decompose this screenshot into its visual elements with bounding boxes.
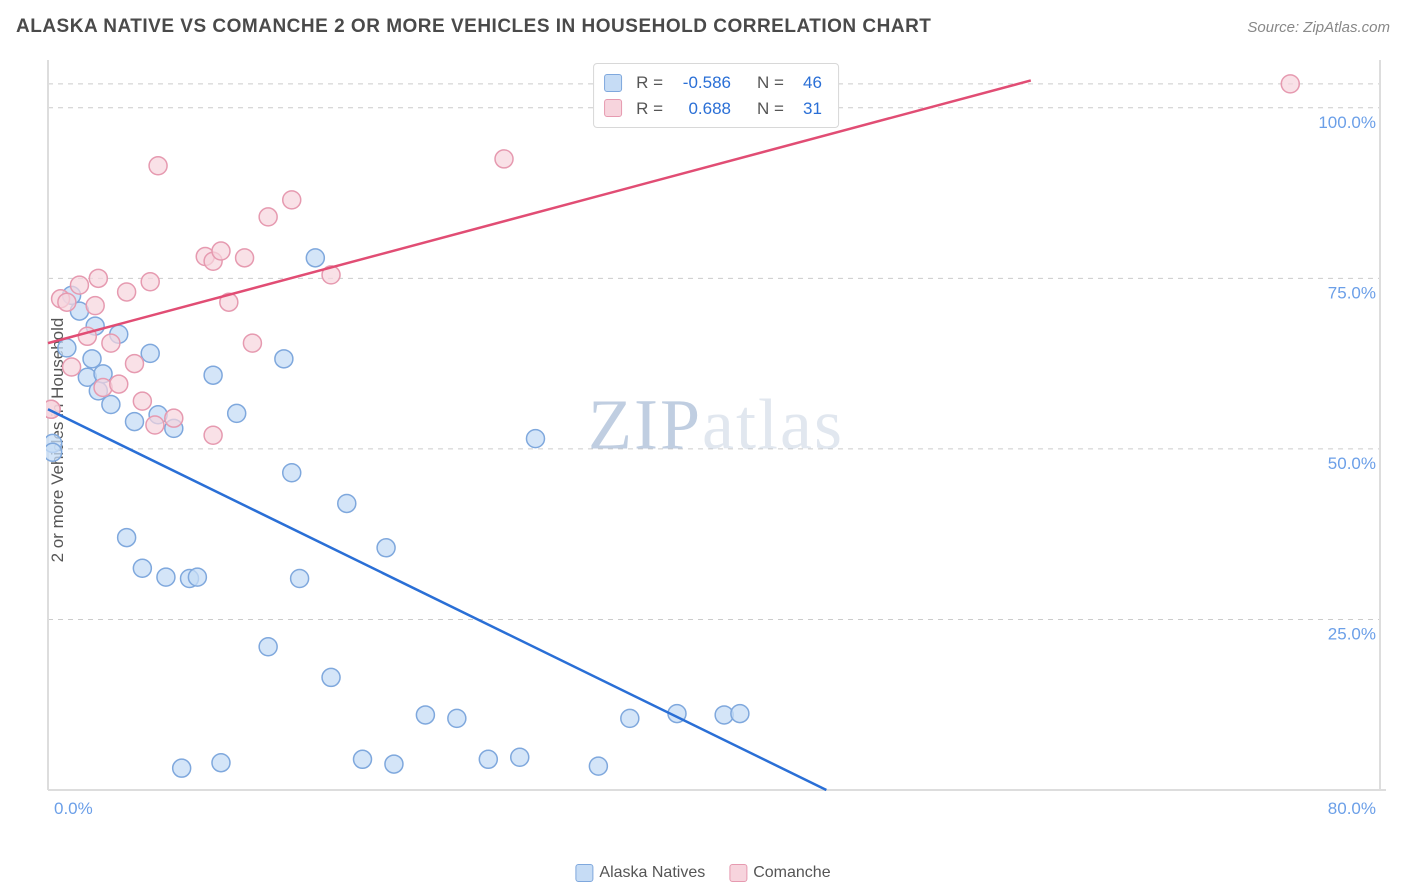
svg-text:100.0%: 100.0% xyxy=(1318,113,1376,132)
stat-row-series-0: R = -0.586 N = 46 xyxy=(604,70,822,96)
legend-swatch-1 xyxy=(729,864,747,882)
svg-text:0.0%: 0.0% xyxy=(54,799,93,818)
legend-label-1: Comanche xyxy=(753,864,830,881)
swatch-series-1 xyxy=(604,99,622,117)
correlation-stat-box: R = -0.586 N = 46 R = 0.688 N = 31 xyxy=(593,63,839,128)
source-attribution: Source: ZipAtlas.com xyxy=(1247,19,1390,36)
swatch-series-0 xyxy=(604,74,622,92)
chart-title: ALASKA NATIVE VS COMANCHE 2 OR MORE VEHI… xyxy=(16,16,931,38)
stat-n-value-1: 31 xyxy=(792,96,822,122)
legend-item-1: Comanche xyxy=(729,864,830,882)
source-name: ZipAtlas.com xyxy=(1303,19,1390,36)
stat-r-label: R = xyxy=(636,70,663,96)
stat-r-value-0: -0.586 xyxy=(671,70,731,96)
legend: Alaska Natives Comanche xyxy=(575,864,830,882)
stat-n-label: N = xyxy=(757,96,784,122)
legend-swatch-0 xyxy=(575,864,593,882)
svg-text:75.0%: 75.0% xyxy=(1328,283,1376,302)
legend-item-0: Alaska Natives xyxy=(575,864,705,882)
svg-text:25.0%: 25.0% xyxy=(1328,624,1376,643)
svg-text:50.0%: 50.0% xyxy=(1328,454,1376,473)
stat-row-series-1: R = 0.688 N = 31 xyxy=(604,96,822,122)
stat-n-value-0: 46 xyxy=(792,70,822,96)
scatter-chart: 2 or more Vehicles in Household 25.0%50.… xyxy=(46,60,1386,820)
legend-label-0: Alaska Natives xyxy=(599,864,705,881)
svg-text:80.0%: 80.0% xyxy=(1328,799,1376,818)
stat-n-label: N = xyxy=(757,70,784,96)
chart-canvas: 25.0% 50.0% 75.0% 100.0% 0.0% 80.0% xyxy=(46,60,1386,820)
source-prefix: Source: xyxy=(1247,19,1303,36)
stat-r-label: R = xyxy=(636,96,663,122)
stat-r-value-1: 0.688 xyxy=(671,96,731,122)
title-row: ALASKA NATIVE VS COMANCHE 2 OR MORE VEHI… xyxy=(16,16,1390,38)
